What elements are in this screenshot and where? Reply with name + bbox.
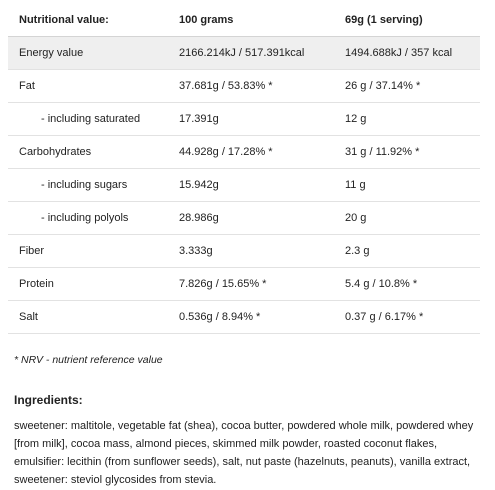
row-per-100g: 3.333g bbox=[168, 234, 334, 268]
ingredients-heading: Ingredients: bbox=[14, 393, 83, 407]
table-row: Salt 0.536g / 8.94% * 0.37 g / 6.17% * bbox=[8, 300, 480, 334]
row-label: Fat bbox=[8, 69, 168, 103]
row-per-100g: 0.536g / 8.94% * bbox=[168, 300, 334, 334]
header-serving: 69g (1 serving) bbox=[334, 3, 480, 37]
row-label: Energy value bbox=[8, 36, 168, 70]
row-label: Carbohydrates bbox=[8, 135, 168, 169]
row-per-100g: 2166.214kJ / 517.391kcal bbox=[168, 36, 334, 70]
nutrition-page: Nutritional value: 100 grams 69g (1 serv… bbox=[0, 3, 495, 490]
row-label: - including saturated bbox=[8, 102, 168, 136]
row-per-serving: 31 g / 11.92% * bbox=[334, 135, 480, 169]
row-label: - including polyols bbox=[8, 201, 168, 235]
row-per-100g: 44.928g / 17.28% * bbox=[168, 135, 334, 169]
row-per-100g: 7.826g / 15.65% * bbox=[168, 267, 334, 301]
row-label: Salt bbox=[8, 300, 168, 334]
row-per-100g: 37.681g / 53.83% * bbox=[168, 69, 334, 103]
row-label: Protein bbox=[8, 267, 168, 301]
table-row: - including sugars 15.942g 11 g bbox=[8, 168, 480, 202]
table-header-row: Nutritional value: 100 grams 69g (1 serv… bbox=[8, 3, 480, 37]
row-per-serving: 5.4 g / 10.8% * bbox=[334, 267, 480, 301]
row-label: Fiber bbox=[8, 234, 168, 268]
row-per-serving: 0.37 g / 6.17% * bbox=[334, 300, 480, 334]
row-per-serving: 1494.688kJ / 357 kcal bbox=[334, 36, 480, 70]
table-row: - including polyols 28.986g 20 g bbox=[8, 201, 480, 235]
table-row: Energy value 2166.214kJ / 517.391kcal 14… bbox=[8, 36, 480, 70]
table-row: Fat 37.681g / 53.83% * 26 g / 37.14% * bbox=[8, 69, 480, 103]
table-row: - including saturated 17.391g 12 g bbox=[8, 102, 480, 136]
header-100-grams: 100 grams bbox=[168, 3, 334, 37]
row-per-100g: 15.942g bbox=[168, 168, 334, 202]
row-per-100g: 28.986g bbox=[168, 201, 334, 235]
ingredients-text: sweetener: maltitole, vegetable fat (she… bbox=[14, 420, 474, 486]
table-row: Carbohydrates 44.928g / 17.28% * 31 g / … bbox=[8, 135, 480, 169]
row-per-serving: 11 g bbox=[334, 168, 480, 202]
nutrition-table: Nutritional value: 100 grams 69g (1 serv… bbox=[8, 3, 480, 334]
table-row: Protein 7.826g / 15.65% * 5.4 g / 10.8% … bbox=[8, 267, 480, 301]
table-row: Fiber 3.333g 2.3 g bbox=[8, 234, 480, 268]
row-per-100g: 17.391g bbox=[168, 102, 334, 136]
row-per-serving: 20 g bbox=[334, 201, 480, 235]
row-per-serving: 26 g / 37.14% * bbox=[334, 69, 480, 103]
row-per-serving: 12 g bbox=[334, 102, 480, 136]
header-nutritional-value: Nutritional value: bbox=[8, 3, 168, 37]
nrv-footnote: * NRV - nutrient reference value bbox=[14, 354, 163, 366]
row-per-serving: 2.3 g bbox=[334, 234, 480, 268]
row-label: - including sugars bbox=[8, 168, 168, 202]
